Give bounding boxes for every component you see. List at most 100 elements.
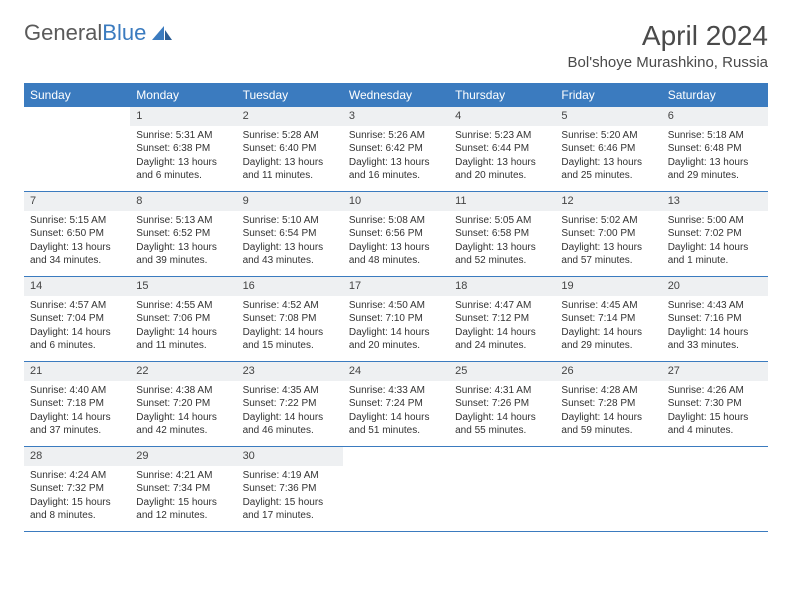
day-cell: 20Sunrise: 4:43 AMSunset: 7:16 PMDayligh…: [662, 277, 768, 361]
sunrise-line: Sunrise: 5:31 AM: [136, 129, 230, 143]
day-body: Sunrise: 5:28 AMSunset: 6:40 PMDaylight:…: [237, 126, 343, 189]
day-cell: 10Sunrise: 5:08 AMSunset: 6:56 PMDayligh…: [343, 192, 449, 276]
day-cell: 27Sunrise: 4:26 AMSunset: 7:30 PMDayligh…: [662, 362, 768, 446]
day-cell: 5Sunrise: 5:20 AMSunset: 6:46 PMDaylight…: [555, 107, 661, 191]
day-number: 5: [555, 107, 661, 126]
day-cell: 23Sunrise: 4:35 AMSunset: 7:22 PMDayligh…: [237, 362, 343, 446]
sunrise-line: Sunrise: 4:31 AM: [455, 384, 549, 398]
day-cell: 29Sunrise: 4:21 AMSunset: 7:34 PMDayligh…: [130, 447, 236, 531]
sunset-line: Sunset: 6:38 PM: [136, 142, 230, 156]
day-cell: 30Sunrise: 4:19 AMSunset: 7:36 PMDayligh…: [237, 447, 343, 531]
day-number: 22: [130, 362, 236, 381]
weekday-header: Sunday: [24, 83, 130, 107]
sunset-line: Sunset: 7:08 PM: [243, 312, 337, 326]
sunset-line: Sunset: 7:16 PM: [668, 312, 762, 326]
daylight-line: Daylight: 14 hours and 6 minutes.: [30, 326, 124, 353]
day-cell: 17Sunrise: 4:50 AMSunset: 7:10 PMDayligh…: [343, 277, 449, 361]
day-body: Sunrise: 4:33 AMSunset: 7:24 PMDaylight:…: [343, 381, 449, 444]
sunrise-line: Sunrise: 4:50 AM: [349, 299, 443, 313]
daylight-line: Daylight: 14 hours and 15 minutes.: [243, 326, 337, 353]
day-body: Sunrise: 5:05 AMSunset: 6:58 PMDaylight:…: [449, 211, 555, 274]
sunrise-line: Sunrise: 4:35 AM: [243, 384, 337, 398]
weekday-header-row: Sunday Monday Tuesday Wednesday Thursday…: [24, 83, 768, 107]
daylight-line: Daylight: 14 hours and 42 minutes.: [136, 411, 230, 438]
daylight-line: Daylight: 13 hours and 43 minutes.: [243, 241, 337, 268]
daylight-line: Daylight: 13 hours and 16 minutes.: [349, 156, 443, 183]
day-body: Sunrise: 4:21 AMSunset: 7:34 PMDaylight:…: [130, 466, 236, 529]
day-body: Sunrise: 5:00 AMSunset: 7:02 PMDaylight:…: [662, 211, 768, 274]
day-body: Sunrise: 4:31 AMSunset: 7:26 PMDaylight:…: [449, 381, 555, 444]
sunrise-line: Sunrise: 4:38 AM: [136, 384, 230, 398]
calendar-grid: Sunday Monday Tuesday Wednesday Thursday…: [24, 83, 768, 532]
brand-part1: General: [24, 20, 102, 45]
day-number: 26: [555, 362, 661, 381]
day-number: 27: [662, 362, 768, 381]
day-cell: 13Sunrise: 5:00 AMSunset: 7:02 PMDayligh…: [662, 192, 768, 276]
day-body: Sunrise: 4:38 AMSunset: 7:20 PMDaylight:…: [130, 381, 236, 444]
weekday-header: Wednesday: [343, 83, 449, 107]
day-cell: 26Sunrise: 4:28 AMSunset: 7:28 PMDayligh…: [555, 362, 661, 446]
week-row: 7Sunrise: 5:15 AMSunset: 6:50 PMDaylight…: [24, 192, 768, 277]
sunrise-line: Sunrise: 4:21 AM: [136, 469, 230, 483]
sunset-line: Sunset: 7:00 PM: [561, 227, 655, 241]
daylight-line: Daylight: 13 hours and 29 minutes.: [668, 156, 762, 183]
sunrise-line: Sunrise: 5:26 AM: [349, 129, 443, 143]
day-number: 11: [449, 192, 555, 211]
day-body: Sunrise: 4:57 AMSunset: 7:04 PMDaylight:…: [24, 296, 130, 359]
day-number: 28: [24, 447, 130, 466]
sunset-line: Sunset: 7:14 PM: [561, 312, 655, 326]
daylight-line: Daylight: 14 hours and 51 minutes.: [349, 411, 443, 438]
sunrise-line: Sunrise: 5:23 AM: [455, 129, 549, 143]
day-body: Sunrise: 4:40 AMSunset: 7:18 PMDaylight:…: [24, 381, 130, 444]
sunset-line: Sunset: 6:52 PM: [136, 227, 230, 241]
day-body: Sunrise: 4:19 AMSunset: 7:36 PMDaylight:…: [237, 466, 343, 529]
sunset-line: Sunset: 6:42 PM: [349, 142, 443, 156]
day-number: 3: [343, 107, 449, 126]
day-cell: [449, 447, 555, 531]
day-cell: 18Sunrise: 4:47 AMSunset: 7:12 PMDayligh…: [449, 277, 555, 361]
sunset-line: Sunset: 7:06 PM: [136, 312, 230, 326]
week-row: 21Sunrise: 4:40 AMSunset: 7:18 PMDayligh…: [24, 362, 768, 447]
sunrise-line: Sunrise: 5:05 AM: [455, 214, 549, 228]
day-body: Sunrise: 4:50 AMSunset: 7:10 PMDaylight:…: [343, 296, 449, 359]
weekday-header: Tuesday: [237, 83, 343, 107]
day-body: Sunrise: 5:15 AMSunset: 6:50 PMDaylight:…: [24, 211, 130, 274]
weeks-container: 1 Sunrise: 5:31 AMSunset: 6:38 PM Daylight…: [24, 107, 768, 532]
sunrise-line: Sunrise: 5:02 AM: [561, 214, 655, 228]
daylight-line: Daylight: 14 hours and 29 minutes.: [561, 326, 655, 353]
day-cell: 21Sunrise: 4:40 AMSunset: 7:18 PMDayligh…: [24, 362, 130, 446]
week-row: 1 Sunrise: 5:31 AMSunset: 6:38 PM Daylight…: [24, 107, 768, 192]
sunset-line: Sunset: 7:24 PM: [349, 397, 443, 411]
sunrise-line: Sunrise: 5:10 AM: [243, 214, 337, 228]
sail-icon: [150, 24, 174, 42]
sunrise-line: Sunrise: 5:13 AM: [136, 214, 230, 228]
day-cell: [343, 447, 449, 531]
day-cell: 12Sunrise: 5:02 AMSunset: 7:00 PMDayligh…: [555, 192, 661, 276]
daylight-line: Daylight: 14 hours and 33 minutes.: [668, 326, 762, 353]
weekday-header: Saturday: [662, 83, 768, 107]
day-body: Sunrise: 4:55 AMSunset: 7:06 PMDaylight:…: [130, 296, 236, 359]
daylight-line: Daylight: 15 hours and 12 minutes.: [136, 496, 230, 523]
day-body: Sunrise: 5:20 AMSunset: 6:46 PMDaylight:…: [555, 126, 661, 189]
daylight-line: Daylight: 13 hours and 52 minutes.: [455, 241, 549, 268]
sunrise-line: Sunrise: 4:55 AM: [136, 299, 230, 313]
day-number: 24: [343, 362, 449, 381]
day-body: Sunrise: 4:45 AMSunset: 7:14 PMDaylight:…: [555, 296, 661, 359]
day-number: 25: [449, 362, 555, 381]
weekday-header: Friday: [555, 83, 661, 107]
sunrise-line: Sunrise: 5:18 AM: [668, 129, 762, 143]
sunrise-line: Sunrise: 4:57 AM: [30, 299, 124, 313]
sunset-line: Sunset: 7:12 PM: [455, 312, 549, 326]
day-number: 1: [130, 107, 236, 126]
day-number: 9: [237, 192, 343, 211]
sunset-line: Sunset: 6:46 PM: [561, 142, 655, 156]
daylight-line: Daylight: 14 hours and 20 minutes.: [349, 326, 443, 353]
day-number: 19: [555, 277, 661, 296]
day-number: 14: [24, 277, 130, 296]
day-cell: 25Sunrise: 4:31 AMSunset: 7:26 PMDayligh…: [449, 362, 555, 446]
day-body: Sunrise: 5:18 AMSunset: 6:48 PMDaylight:…: [662, 126, 768, 189]
daylight-line: Daylight: 13 hours and 11 minutes.: [243, 156, 337, 183]
brand-part2: Blue: [102, 20, 146, 45]
title-block: April 2024 Bol'shoye Murashkino, Russia: [568, 20, 768, 71]
sunrise-line: Sunrise: 5:28 AM: [243, 129, 337, 143]
